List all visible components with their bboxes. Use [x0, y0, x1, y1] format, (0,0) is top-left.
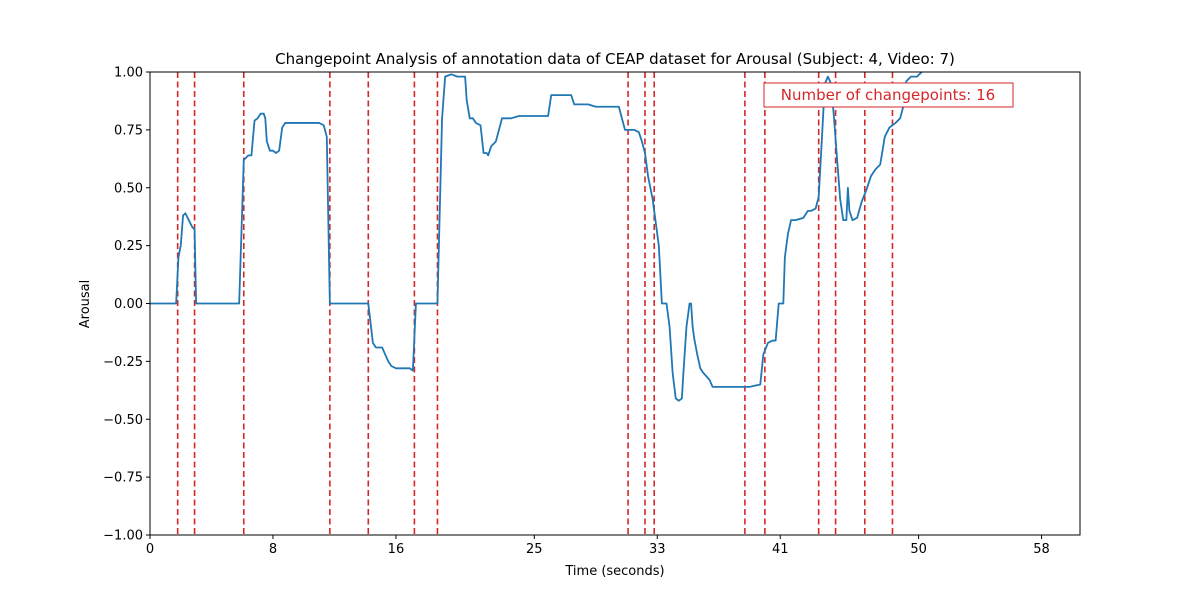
plot-area: [150, 72, 1080, 535]
y-tick-label: 0.25: [114, 239, 143, 254]
x-tick-label: 33: [649, 542, 666, 557]
x-tick-label: 41: [772, 542, 789, 557]
y-tick-label: 1.00: [114, 66, 143, 81]
x-tick-label: 8: [269, 542, 277, 557]
y-tick-label: −0.75: [103, 471, 143, 486]
y-tick-label: 0.75: [114, 123, 143, 138]
series-layer: [150, 71, 923, 402]
plot-background: [150, 72, 1080, 535]
x-tick-label: 50: [910, 542, 927, 557]
x-tick-label: 25: [526, 542, 543, 557]
changepoint-count-annotation: Number of changepoints: 16: [763, 82, 1014, 108]
y-tick-label: 0.00: [114, 297, 143, 312]
chart-title: Changepoint Analysis of annotation data …: [275, 50, 955, 68]
y-tick-label: −0.25: [103, 355, 143, 370]
x-tick-label: 0: [146, 542, 154, 557]
changepoint-lines: [176, 72, 894, 535]
x-tick-label: 58: [1033, 542, 1050, 557]
series-line: [150, 71, 923, 402]
y-axis-label: Arousal: [78, 280, 93, 329]
y-tick-label: −1.00: [103, 529, 143, 544]
y-axis: 1.00 0.75 0.50 0.25 0.00 −0.25 −0.50 −0.75 −1.00: [103, 66, 150, 544]
x-tick-label: 16: [388, 542, 405, 557]
y-tick-label: −0.50: [103, 413, 143, 428]
y-tick-label: 0.50: [114, 181, 143, 196]
annotation-text: Number of changepoints: 16: [781, 86, 995, 104]
x-axis-label: Time (seconds): [564, 564, 664, 579]
annotation-box: [763, 82, 1014, 108]
x-axis: 0 8 16 25 33 41 50 58: [146, 535, 1050, 557]
